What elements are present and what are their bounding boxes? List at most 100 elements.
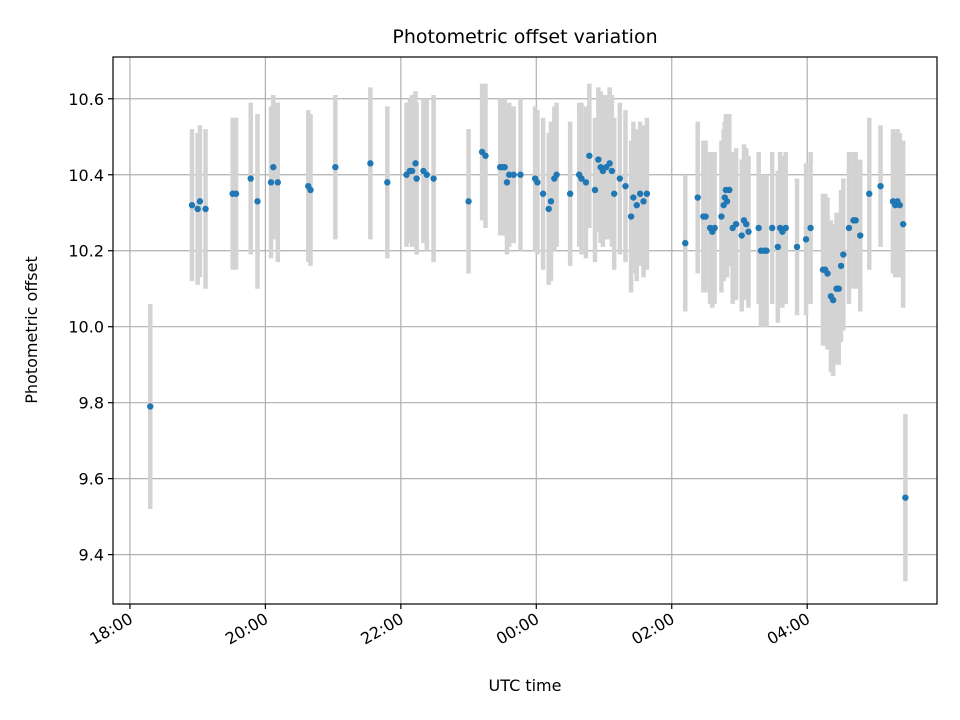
data-point <box>608 167 616 175</box>
data-point <box>755 224 762 232</box>
y-tick-label: 10.0 <box>68 318 104 337</box>
data-point <box>232 190 240 197</box>
y-axis-label: Photometric offset <box>22 256 41 404</box>
data-point <box>408 167 416 175</box>
data-point <box>723 198 731 205</box>
data-point <box>539 190 547 197</box>
data-point <box>896 201 903 209</box>
data-point <box>610 190 618 197</box>
data-point <box>840 251 847 258</box>
data-point <box>384 179 391 186</box>
data-point <box>738 232 745 239</box>
data-point <box>763 247 770 254</box>
data-point <box>196 198 204 205</box>
data-point <box>547 198 555 205</box>
data-point <box>194 205 201 213</box>
data-point <box>202 205 209 213</box>
data-point <box>769 224 776 232</box>
y-tick-label: 10.4 <box>68 166 104 185</box>
y-tick-label: 9.8 <box>79 394 104 413</box>
data-point <box>640 198 647 205</box>
data-point <box>852 217 859 224</box>
data-point <box>247 175 254 182</box>
y-tick-label: 9.4 <box>79 546 104 565</box>
y-tick-label: 10.6 <box>68 90 104 109</box>
data-point <box>332 163 339 171</box>
data-point <box>702 213 709 220</box>
data-point <box>503 179 511 186</box>
data-point <box>837 262 845 270</box>
error-bars <box>147 83 908 582</box>
data-point <box>877 182 884 190</box>
data-point <box>423 171 430 178</box>
data-point <box>824 270 831 277</box>
data-point <box>270 163 277 171</box>
data-point <box>582 179 590 186</box>
data-point <box>553 171 560 178</box>
data-point <box>545 205 552 213</box>
data-point <box>188 201 196 209</box>
x-tick-label: 04:00 <box>764 609 813 649</box>
data-point <box>412 160 419 167</box>
data-point <box>835 285 842 292</box>
x-tick-label: 18:00 <box>86 609 135 649</box>
data-point <box>845 224 853 232</box>
data-point <box>866 190 873 197</box>
data-point <box>643 190 651 197</box>
x-tick-label: 02:00 <box>628 609 677 649</box>
data-point <box>622 182 629 190</box>
data-point <box>793 243 801 251</box>
data-point <box>682 239 689 247</box>
data-point <box>732 220 740 228</box>
data-point <box>630 194 637 201</box>
data-point <box>829 296 837 304</box>
data-point <box>606 160 613 167</box>
data-point <box>743 220 750 228</box>
data-point <box>307 186 314 194</box>
data-point <box>267 179 275 186</box>
data-point <box>627 213 635 220</box>
data-point <box>501 163 508 171</box>
x-tick-label: 00:00 <box>493 609 542 649</box>
data-point <box>718 213 725 220</box>
data-point <box>534 179 541 186</box>
data-point <box>591 186 599 194</box>
data-point <box>430 175 437 182</box>
data-point <box>745 228 752 235</box>
data-point <box>899 220 907 228</box>
data-point <box>857 232 864 239</box>
data-point <box>517 171 524 178</box>
x-tick-label: 20:00 <box>222 609 271 649</box>
data-point <box>726 186 733 194</box>
data-point <box>807 224 814 232</box>
data-point <box>254 198 261 205</box>
x-tick-label: 22:00 <box>357 609 406 649</box>
data-point <box>510 171 517 178</box>
data-point <box>465 198 472 205</box>
data-point <box>578 175 585 182</box>
data-point <box>694 194 701 201</box>
x-axis-label: UTC time <box>489 676 562 695</box>
y-tick-label: 9.6 <box>79 470 104 489</box>
data-point <box>482 152 489 159</box>
data-point <box>586 152 593 159</box>
data-point <box>367 160 374 167</box>
data-point <box>413 175 420 182</box>
data-point <box>505 171 513 178</box>
data-point <box>147 403 154 410</box>
data-point <box>774 243 782 251</box>
data-point <box>595 156 602 163</box>
data-point <box>782 224 789 232</box>
data-point <box>802 236 810 243</box>
data-point <box>616 175 624 182</box>
data-points <box>147 148 909 501</box>
plot-frame <box>112 56 938 605</box>
data-point <box>274 179 281 186</box>
data-point <box>636 190 644 197</box>
data-point <box>633 201 640 209</box>
y-tick-label: 10.2 <box>68 242 104 261</box>
data-point <box>566 190 574 197</box>
data-point <box>902 494 909 501</box>
data-point <box>711 224 718 232</box>
